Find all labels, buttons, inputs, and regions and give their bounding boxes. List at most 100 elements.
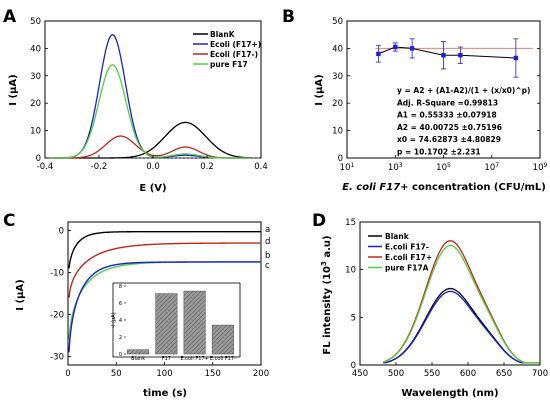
panel-b-x-tick-label: 101 bbox=[340, 162, 355, 174]
panel-c-inset-y-label: -I (µA) bbox=[111, 312, 117, 327]
panel-a-letter: A bbox=[3, 7, 17, 27]
panel-c-y-tick-label: -30 bbox=[50, 353, 64, 363]
panel-c-inset-category-label: E.coli F17- bbox=[210, 356, 236, 362]
panel-c-series-label: b bbox=[265, 251, 270, 261]
panel-c-inset-category-label: E.coli F17+ bbox=[180, 356, 208, 362]
panel-d-series-line-2 bbox=[383, 290, 540, 364]
panel-a-series-line-3 bbox=[50, 135, 252, 159]
panel-d-y-label: FL intensity (103 a.u) bbox=[320, 235, 333, 354]
panel-c-inset-bar bbox=[155, 293, 178, 355]
panel-b-x-tick-exp: 7 bbox=[495, 162, 499, 169]
panel-c-inset-y-tick-label: 4 bbox=[119, 318, 122, 324]
panel-a-y-tick-label: 0 bbox=[36, 154, 41, 164]
panel-b-x-tick-base: 10 bbox=[388, 163, 399, 173]
panel-a-y-label: I (µA) bbox=[8, 74, 19, 105]
panel-c-x-label: time (s) bbox=[143, 388, 187, 399]
panel-c-inset-category-label: Blank bbox=[131, 356, 145, 362]
panel-c-series-line-c bbox=[68, 261, 261, 353]
panel-c-inset-y-tick-label: 2 bbox=[119, 335, 122, 341]
panel-a-x-tick-label: 0.4 bbox=[254, 162, 268, 172]
panel-d-plot-frame bbox=[359, 221, 541, 366]
panel-c-series-layer bbox=[68, 230, 261, 353]
panel-b-y-tick-label: 0 bbox=[338, 154, 343, 164]
panel-b-x-label: E. coli F17+ concentration (CFU/mL) bbox=[342, 182, 546, 193]
panel-b-x-tick-base: 10 bbox=[484, 163, 495, 173]
panel-b-data-point bbox=[393, 44, 398, 50]
panel-a-legend-label: Ecoli (F17+) bbox=[210, 40, 261, 49]
panel-b-data-point bbox=[441, 53, 446, 58]
panel-a-x-tick-label: -0.2 bbox=[91, 162, 108, 172]
panel-d-x-tick-label: 500 bbox=[388, 369, 404, 379]
panel-d-legend-label: E.coli F17- bbox=[385, 243, 429, 252]
panel-b-letter: B bbox=[282, 7, 295, 27]
panel-b-data-point bbox=[458, 53, 463, 58]
panel-a-y-tick-label: 20 bbox=[30, 99, 41, 109]
panel-a-series-layer bbox=[45, 34, 261, 159]
panel-b-x-tick-base: 10 bbox=[436, 163, 447, 173]
panel-a-ticks: -0.4 -0.2 0.0 0.2 0.4 0 10 20 30 40 50 bbox=[30, 17, 268, 172]
panel-b-fit-line-text: Adj. R-Square =0.99813 bbox=[397, 98, 498, 107]
panel-a-y-tick-label: 10 bbox=[30, 127, 41, 137]
panel-c-inset-y-tick-label: 6 bbox=[119, 301, 122, 307]
panel-c-inset-bar bbox=[127, 349, 150, 355]
panel-c-inset: Blank F17 E.coli F17+ E.coli F17- 0 2 4 6 8 -I (µ… bbox=[111, 282, 241, 362]
panel-c-y-tick-label: -20 bbox=[50, 311, 64, 321]
panel-c-x-tick-label: 0 bbox=[65, 369, 70, 379]
panel-b-fit-line-text: A1 = 0.55333 ±0.07918 bbox=[397, 111, 497, 120]
panel-d-y-label-prefix: FL intensity (10 bbox=[322, 266, 333, 355]
panel-b-fit-equation: y = A2 + (A1-A2)/(1 + (x/x0)^p) Adj. R-Sq… bbox=[397, 86, 530, 157]
panel-d-ticks: 450 500 550 600 650 700 0 5 10 15 bbox=[345, 218, 548, 379]
panel-d-legend-label: E.coli F17+ bbox=[385, 253, 432, 262]
panel-b-connect-line bbox=[378, 46, 516, 59]
panel-b-x-tick-exp: 9 bbox=[544, 162, 548, 169]
panel-a-legend-label: Ecoli (F17-) bbox=[210, 50, 258, 59]
panel-c-series-label: d bbox=[265, 237, 270, 247]
panel-a-series-line-1 bbox=[50, 121, 252, 159]
panel-a-series-line-4 bbox=[50, 64, 252, 159]
panel-b-fit-line-text: p = 10.1702 ±2.231 bbox=[397, 148, 481, 157]
panel-d-letter: D bbox=[312, 211, 326, 231]
panel-a-legend-label: BlanK bbox=[210, 30, 236, 39]
panel-c-x-tick-label: 200 bbox=[253, 369, 269, 379]
panel-c-inset-y-tick-label: 8 bbox=[119, 284, 122, 290]
panel-d-y-tick-label: 15 bbox=[345, 218, 356, 228]
panel-b-data-point bbox=[513, 55, 519, 61]
panel-d-series-line-4 bbox=[382, 244, 540, 364]
panel-d-y-tick-label: 5 bbox=[351, 313, 356, 323]
panel-c-ticks: 0 50 100 150 200 0 -10 -20 -30 bbox=[50, 226, 269, 379]
panel-c-series-label: a bbox=[265, 225, 270, 235]
panel-d-x-tick-label: 450 bbox=[352, 369, 368, 379]
panel-d-y-tick-label: 0 bbox=[351, 361, 356, 371]
panel-a-x-tick-label: -0.4 bbox=[37, 162, 54, 172]
panel-a-x-tick-label: 0.0 bbox=[146, 162, 160, 172]
panel-b-y-tick-label: 10 bbox=[332, 127, 343, 137]
panel-b-x-tick-label: 107 bbox=[484, 162, 499, 174]
panel-c-inset-bar bbox=[183, 290, 206, 355]
panel-d-y-tick-label: 10 bbox=[345, 266, 356, 276]
panel-b-y-label: I (µA) bbox=[314, 74, 325, 105]
panel-c-inset-bar bbox=[211, 324, 234, 355]
panel-b-y-tick-label: 50 bbox=[332, 17, 343, 27]
panel-c-series-line-d bbox=[68, 242, 261, 298]
panel-d-legend-label: Blank bbox=[385, 232, 410, 241]
panel-c-x-tick-label: 150 bbox=[205, 369, 221, 379]
panel-b-y-tick-label: 20 bbox=[332, 99, 343, 109]
panel-a-x-label: E (V) bbox=[139, 183, 166, 194]
panel-b-fit-line-text: A2 = 40.00725 ±0.75196 bbox=[397, 123, 502, 132]
panel-b-x-label-rest: concentration (CFU/mL) bbox=[409, 182, 546, 193]
panel-c-x-tick-label: 100 bbox=[156, 369, 172, 379]
panel-c-y-tick-label: 0 bbox=[59, 226, 64, 236]
panel-b-y-tick-label: 30 bbox=[332, 72, 343, 82]
panel-d-x-tick-label: 600 bbox=[460, 369, 476, 379]
panel-b-series-layer bbox=[375, 38, 533, 78]
panel-a-y-tick-label: 50 bbox=[30, 17, 41, 27]
panel-c-inset-y-tick-label: 0 bbox=[119, 352, 122, 358]
panel-b-x-tick-base: 10 bbox=[533, 163, 544, 173]
panel-b-y-tick-label: 40 bbox=[332, 44, 343, 54]
panel-d-legend: Blank E.coli F17-E.coli F17+ pure F17A bbox=[368, 232, 432, 273]
